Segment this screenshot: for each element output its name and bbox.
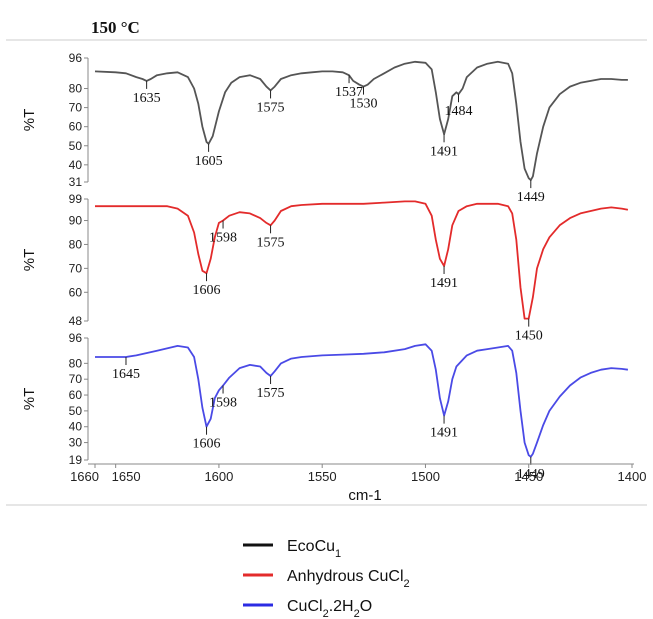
legend-label: Anhydrous CuCl2 bbox=[287, 568, 410, 590]
y-tick-label: 96 bbox=[69, 331, 83, 345]
peak-label: 1598 bbox=[209, 396, 237, 411]
peak-label: 1484 bbox=[445, 104, 473, 119]
y-tick-label: 31 bbox=[69, 175, 83, 189]
legend: EcoCu1 Anhydrous CuCl2 CuCl2.2H2O bbox=[243, 538, 410, 619]
peak-label: 1449 bbox=[517, 467, 545, 482]
y-axis-label: %T bbox=[21, 109, 38, 132]
peak-label: 1491 bbox=[430, 144, 458, 159]
y-axis-label: %T bbox=[21, 249, 38, 272]
legend-label: CuCl2.2H2O bbox=[287, 598, 372, 619]
x-axis-label: cm-1 bbox=[348, 487, 381, 504]
figure-title: 150 °C bbox=[91, 18, 140, 37]
y-tick-label: 50 bbox=[69, 404, 83, 418]
y-tick-label: 60 bbox=[69, 285, 83, 299]
peak-label: 1598 bbox=[209, 231, 237, 246]
peak-label: 1645 bbox=[112, 367, 140, 382]
series-line bbox=[95, 200, 629, 320]
peak-label: 1575 bbox=[257, 386, 285, 401]
spectrum-panel-2: 99 90 80 70 60 48 %T 1598 1575 1606 1491 1450 bbox=[21, 192, 629, 344]
peak-label: 1530 bbox=[350, 97, 378, 112]
y-tick-label: 40 bbox=[69, 420, 83, 434]
y-tick-label: 48 bbox=[69, 314, 83, 328]
y-tick-label: 70 bbox=[69, 261, 83, 275]
series-line bbox=[94, 60, 628, 182]
x-tick-label: 1550 bbox=[308, 469, 337, 484]
y-tick-label: 40 bbox=[69, 158, 83, 172]
y-tick-label: 96 bbox=[69, 51, 83, 65]
peak-label: 1575 bbox=[257, 235, 285, 250]
x-tick-label: 1650 bbox=[112, 469, 141, 484]
y-tick-label: 30 bbox=[69, 436, 83, 450]
y-axis-label: %T bbox=[21, 388, 38, 411]
x-tick-label: 1400 bbox=[618, 469, 647, 484]
x-tick-label: 1500 bbox=[411, 469, 440, 484]
peak-label: 1605 bbox=[195, 154, 223, 169]
peak-label: 1575 bbox=[257, 100, 285, 115]
y-tick-label: 60 bbox=[69, 388, 83, 402]
x-tick-label: 1600 bbox=[204, 469, 233, 484]
x-tick-label: 1450 bbox=[514, 469, 543, 484]
legend-entry: CuCl2.2H2O bbox=[243, 598, 372, 619]
y-tick-label: 50 bbox=[69, 139, 83, 153]
peak-label: 1606 bbox=[193, 437, 221, 452]
y-tick-label: 70 bbox=[69, 372, 83, 386]
peak-label: 1635 bbox=[133, 91, 161, 106]
legend-entry: EcoCu1 bbox=[243, 538, 341, 560]
y-tick-label: 80 bbox=[69, 356, 83, 370]
peak-label: 1450 bbox=[515, 329, 543, 344]
y-tick-label: 80 bbox=[69, 82, 83, 96]
y-tick-label: 19 bbox=[69, 453, 83, 467]
y-tick-label: 90 bbox=[69, 214, 83, 228]
y-tick-label: 60 bbox=[69, 120, 83, 134]
series-line bbox=[95, 343, 629, 458]
peak-label: 1606 bbox=[193, 283, 221, 298]
y-tick-label: 80 bbox=[69, 237, 83, 251]
spectrum-panel-3: 96 80 70 60 50 40 30 19 %T 1645 1598 1575 1606 1491 14… bbox=[21, 331, 629, 482]
peak-label: 1449 bbox=[517, 190, 545, 205]
peak-label: 1537 bbox=[335, 85, 363, 100]
peak-label: 1491 bbox=[430, 276, 458, 291]
y-tick-label: 99 bbox=[69, 192, 83, 206]
x-tick-label: 1660 bbox=[70, 469, 99, 484]
legend-entry: Anhydrous CuCl2 bbox=[243, 568, 410, 590]
legend-label: EcoCu1 bbox=[287, 538, 341, 560]
peak-label: 1491 bbox=[430, 426, 458, 441]
y-tick-label: 70 bbox=[69, 101, 83, 115]
x-axis: 1660 1650 1600 1550 1500 1450 1400 bbox=[70, 463, 647, 484]
